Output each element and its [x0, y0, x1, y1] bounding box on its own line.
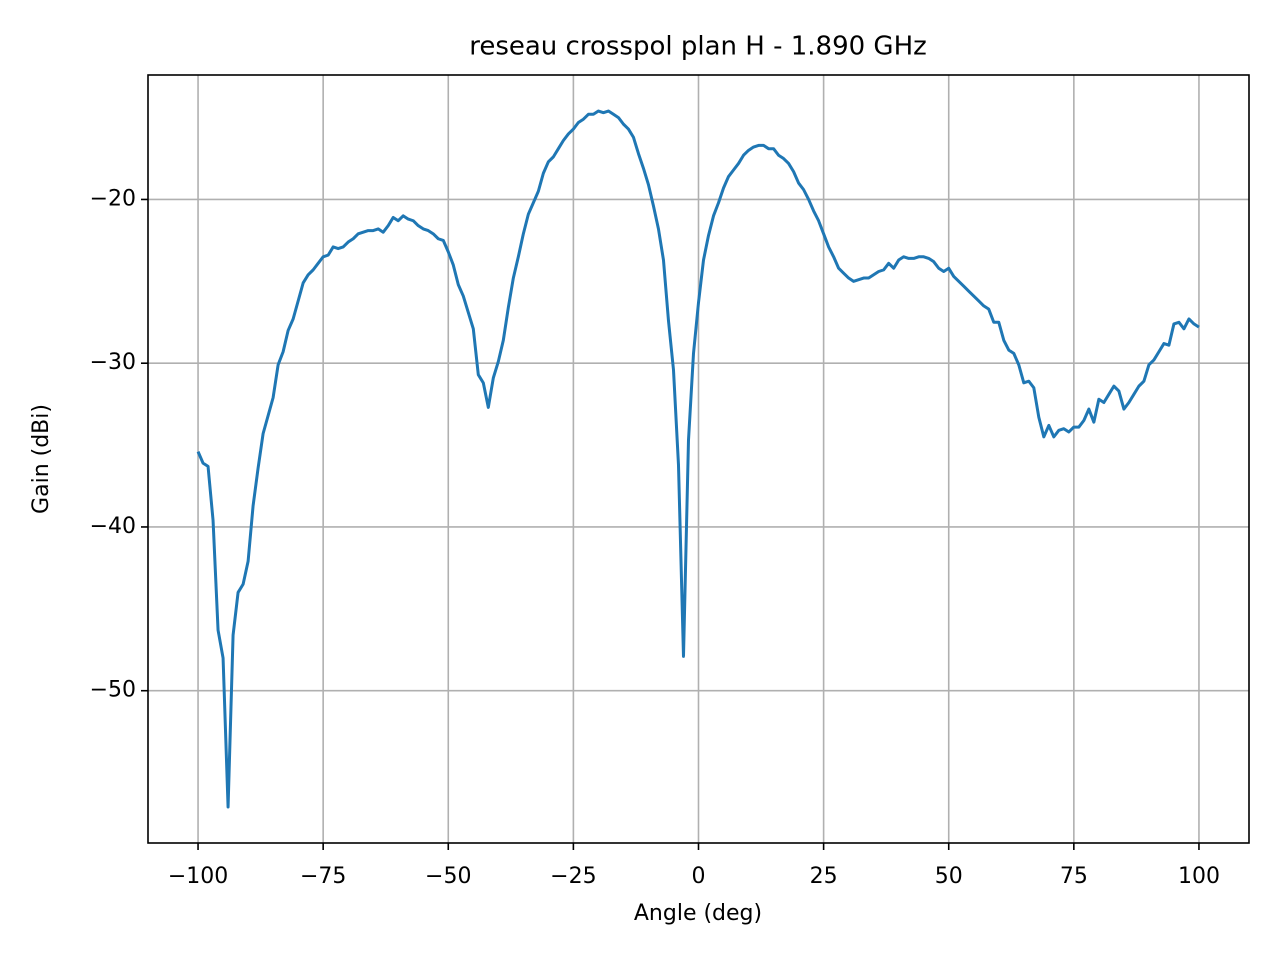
- x-tick-label: −100: [168, 864, 228, 889]
- y-tick-label: −30: [90, 350, 136, 375]
- plot-frame: [147, 74, 1250, 844]
- x-tick-label: 25: [810, 864, 838, 889]
- y-tick-label: −50: [90, 678, 136, 703]
- x-tick-label: −50: [425, 864, 471, 889]
- y-tick-label: −40: [90, 514, 136, 539]
- x-tick-label: 75: [1060, 864, 1088, 889]
- x-tick-label: 50: [935, 864, 963, 889]
- chart-title: reseau crosspol plan H - 1.890 GHz: [469, 32, 927, 62]
- data-line: [196, 109, 1200, 809]
- x-tick-label: −75: [300, 864, 346, 889]
- x-axis-label: Angle (deg): [634, 901, 762, 926]
- x-tick-label: −25: [550, 864, 596, 889]
- y-axis-label: Gain (dBi): [29, 404, 54, 514]
- y-tick-label: −20: [90, 186, 136, 211]
- x-tick-label: 100: [1178, 864, 1220, 889]
- x-tick-label: 0: [692, 864, 706, 889]
